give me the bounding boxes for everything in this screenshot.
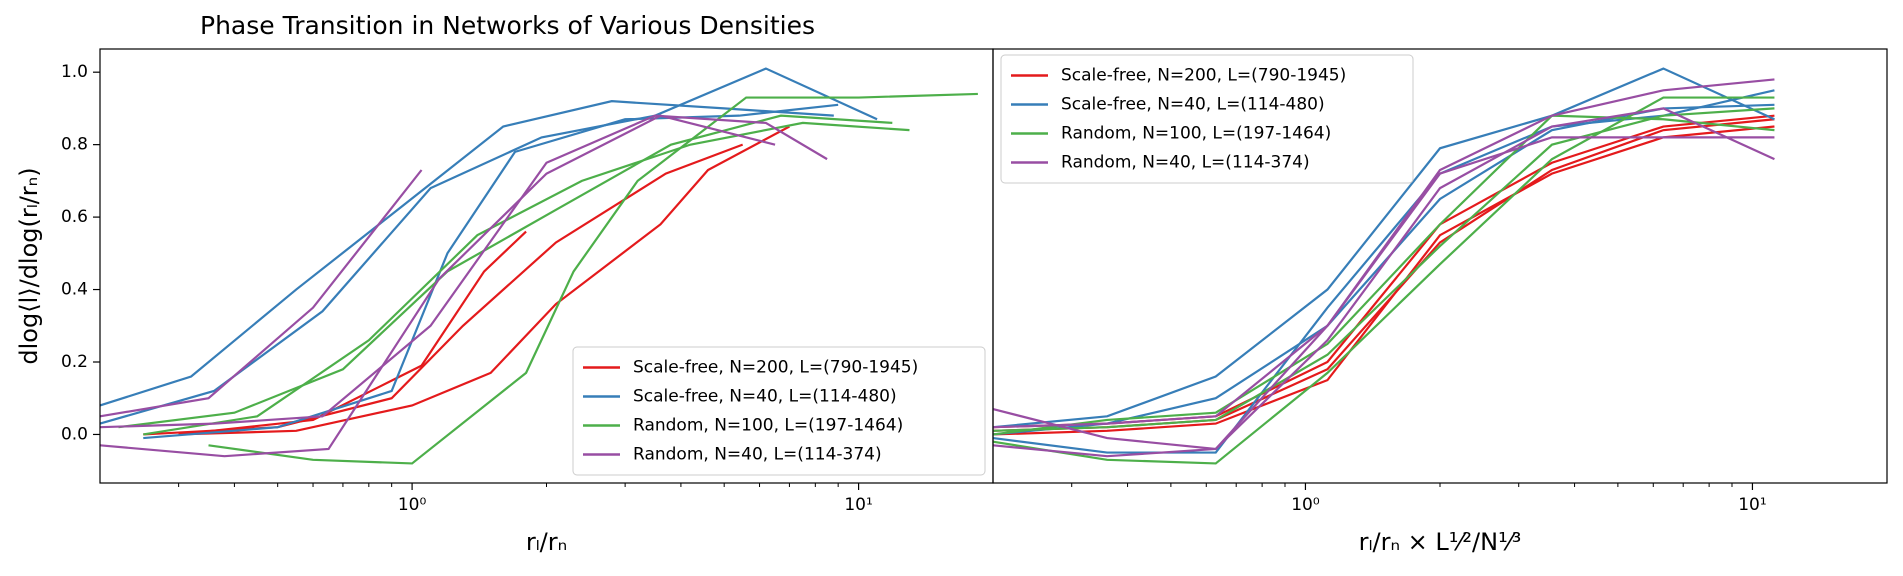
x-tick-label: 10¹ bbox=[1738, 495, 1766, 515]
legend-box bbox=[1000, 54, 1414, 184]
data-line bbox=[992, 78, 1775, 429]
legend-label: Random, N=40, L=(114-374) bbox=[633, 445, 882, 465]
data-line bbox=[99, 114, 828, 429]
legend-label: Scale-free, N=40, L=(114-480) bbox=[633, 387, 897, 407]
data-line bbox=[992, 125, 1775, 436]
data-line bbox=[992, 114, 1775, 436]
legend: Scale-free, N=200, L=(790-1945) Scale-fre… bbox=[1000, 54, 1414, 184]
x-tick-label: 10⁰ bbox=[1291, 495, 1320, 515]
legend-box bbox=[572, 346, 986, 476]
legend-label: Scale-free, N=200, L=(790-1945) bbox=[1061, 66, 1346, 86]
data-line bbox=[118, 114, 893, 429]
y-tick-label: 0.4 bbox=[61, 280, 88, 300]
data-line bbox=[178, 125, 790, 436]
legend: Scale-free, N=200, L=(790-1945) Scale-fre… bbox=[572, 346, 986, 476]
y-tick-label: 0.2 bbox=[61, 352, 88, 372]
data-line bbox=[178, 230, 527, 436]
data-line bbox=[992, 107, 1775, 432]
y-tick-label: 0.6 bbox=[61, 207, 88, 227]
data-line bbox=[992, 107, 1775, 458]
x-tick-label: 10⁰ bbox=[398, 495, 427, 515]
y-tick-label: 0.0 bbox=[61, 424, 88, 444]
x-tick-label: 10¹ bbox=[844, 495, 872, 515]
legend-label: Random, N=100, L=(197-1464) bbox=[1061, 124, 1331, 144]
legend-label: Scale-free, N=200, L=(790-1945) bbox=[633, 358, 918, 378]
x-axis-label: rₗ/rₙ bbox=[526, 528, 567, 556]
data-line bbox=[99, 100, 834, 407]
legend-label: Random, N=100, L=(197-1464) bbox=[633, 416, 903, 436]
data-line bbox=[992, 67, 1775, 429]
y-tick-label: 1.0 bbox=[61, 62, 88, 82]
x-axis-label: rₗ/rₙ × L¹⁄²/N¹⁄³ bbox=[1359, 528, 1522, 556]
chart-title: Phase Transition in Networks of Various … bbox=[200, 11, 815, 40]
y-axis-label: dlog⟨l⟩/dlog(rₗ/rₙ) bbox=[15, 167, 43, 364]
legend-label: Random, N=40, L=(114-374) bbox=[1061, 153, 1310, 173]
y-tick-label: 0.8 bbox=[61, 135, 88, 155]
data-line bbox=[208, 92, 978, 465]
data-line bbox=[992, 96, 1775, 465]
legend-label: Scale-free, N=40, L=(114-480) bbox=[1061, 95, 1325, 115]
data-line bbox=[99, 169, 423, 418]
data-line bbox=[143, 121, 910, 436]
data-line bbox=[992, 89, 1775, 454]
